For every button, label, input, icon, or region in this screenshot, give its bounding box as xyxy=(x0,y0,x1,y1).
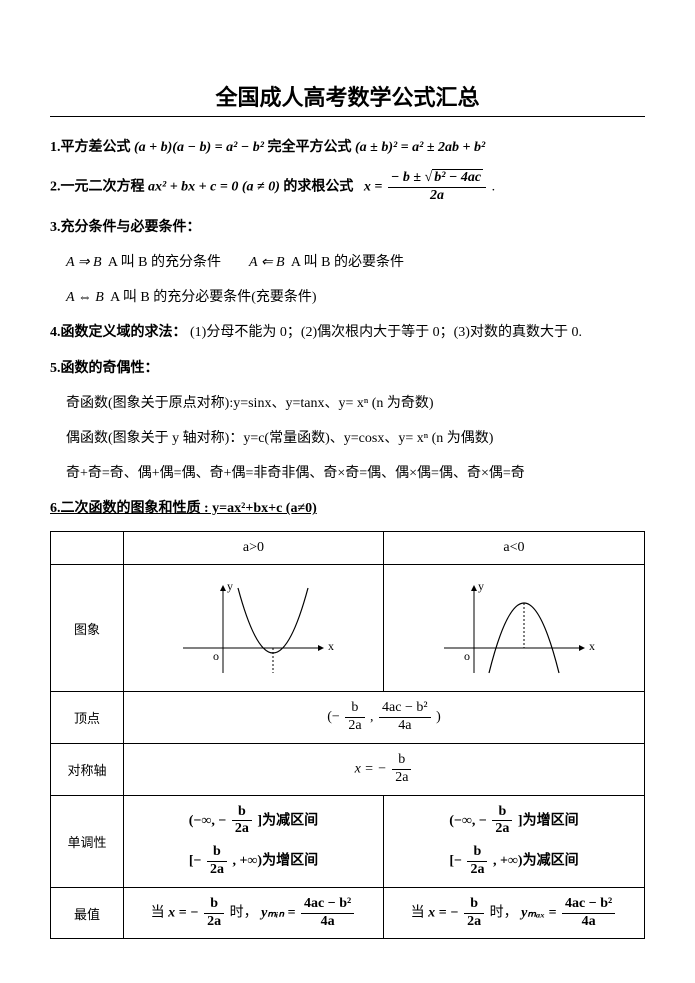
formula-2-dot: . xyxy=(492,180,496,195)
vertex-close: ) xyxy=(436,710,441,725)
formula-2-sqrt: b² − 4ac xyxy=(432,169,483,185)
item-4-title: 4.函数定义域的求法： xyxy=(50,325,187,340)
row-label-graph: 图象 xyxy=(51,565,124,692)
mono-pos-1b: ]为减区间 xyxy=(257,813,318,828)
impl-ab-txt: A 叫 B 的充分条件 xyxy=(108,255,221,270)
extr-pos: 当 x = − b2a 时， yₘᵢₙ = 4ac − b²4a xyxy=(124,887,384,939)
axis-y-label-2: y xyxy=(478,579,484,593)
axis-lhs: x = − xyxy=(355,762,387,777)
item-5-odd: 奇函数(图象关于原点对称):y=sinx、y=tanx、y= xⁿ (n 为奇数… xyxy=(50,391,645,416)
vertex-cell: (− b2a , 4ac − b²4a ) xyxy=(124,692,645,744)
axis-x-label: x xyxy=(328,639,334,653)
formula-1b: (a ± b)² = a² ± 2ab + b² xyxy=(355,140,485,155)
impl-ab: A ⇒ B xyxy=(66,255,102,270)
vertex-comma: , xyxy=(370,710,374,725)
extr-pos-when: 当 xyxy=(151,905,165,920)
extr-neg-when: 当 xyxy=(411,905,425,920)
parabola-down: x y o xyxy=(424,578,604,678)
row-label-mono: 单调性 xyxy=(51,795,124,887)
row-label-vertex: 顶点 xyxy=(51,692,124,744)
vertex-open: (− xyxy=(327,710,340,725)
label-1b: 完全平方公式 xyxy=(267,140,351,155)
item-2: 2.一元二次方程 ax² + bx + c = 0 (a ≠ 0) 的求根公式 … xyxy=(50,170,645,205)
axis-x-label-2: x xyxy=(589,639,595,653)
mono-neg-1a: (−∞, − xyxy=(449,813,487,828)
extr-neg-then: 时， xyxy=(490,905,518,920)
mono-neg-2b: , +∞)为减区间 xyxy=(493,854,579,869)
axis-y-label: y xyxy=(227,579,233,593)
formula-2-num: − b ± xyxy=(391,170,425,185)
formula-2-eq: ax² + bx + c = 0 (a ≠ 0) xyxy=(148,180,280,195)
mono-pos: (−∞, − b2a ]为减区间 [− b2a , +∞)为增区间 xyxy=(124,795,384,887)
item-3-line1: A ⇒ B A 叫 B 的充分条件 A ⇐ B A 叫 B 的必要条件 xyxy=(66,250,645,275)
mono-pos-2b: , +∞)为增区间 xyxy=(232,854,318,869)
formula-2-frac: − b ± √b² − 4ac 2a xyxy=(388,170,486,205)
item-4-txt: (1)分母不能为 0；(2)偶次根内大于等于 0；(3)对数的真数大于 0. xyxy=(190,325,582,340)
item-5-even: 偶函数(图象关于 y 轴对称)：y=c(常量函数)、y=cosx、y= xⁿ (… xyxy=(50,426,645,451)
origin-label: o xyxy=(213,649,219,663)
mono-neg: (−∞, − b2a ]为增区间 [− b2a , +∞)为减区间 xyxy=(383,795,644,887)
mono-pos-1a: (−∞, − xyxy=(189,813,227,828)
extr-pos-then: 时， xyxy=(230,905,258,920)
origin-label-2: o xyxy=(464,649,470,663)
table-row-axis: 对称轴 x = − b2a xyxy=(51,744,645,796)
parabola-up: x y o xyxy=(163,578,343,678)
impl-ba-txt: A 叫 B 的必要条件 xyxy=(291,255,404,270)
head-pos: a>0 xyxy=(124,532,384,565)
vertex-frac-x: b2a xyxy=(345,700,364,735)
table-row-extr: 最值 当 x = − b2a 时， yₘᵢₙ = 4ac − b²4a 当 x … xyxy=(51,887,645,939)
formula-2-x: x = xyxy=(364,180,382,195)
axis-cell: x = − b2a xyxy=(124,744,645,796)
mono-pos-2a: [− xyxy=(189,854,202,869)
table-row-head: a>0 a<0 xyxy=(51,532,645,565)
mono-neg-1b: ]为增区间 xyxy=(518,813,579,828)
divider xyxy=(50,116,645,117)
axis-frac: b2a xyxy=(392,752,411,787)
iff-ab-txt: A 叫 B 的充分必要条件(充要条件) xyxy=(110,290,317,305)
item-3-title: 3.充分条件与必要条件： xyxy=(50,215,645,240)
extr-neg: 当 x = − b2a 时， yₘₐₓ = 4ac − b²4a xyxy=(383,887,644,939)
label-1a: 1.平方差公式 xyxy=(50,140,131,155)
graph-pos: x y o xyxy=(124,565,384,692)
item-3-line2: A ⇔ B A 叫 B 的充分必要条件(充要条件) xyxy=(66,285,645,310)
label-2-mid: 的求根公式 xyxy=(283,180,353,195)
iff-ab: A ⇔ B xyxy=(66,290,104,305)
quadratic-table: a>0 a<0 图象 x y o x y xyxy=(50,531,645,939)
vertex-frac-y: 4ac − b²4a xyxy=(379,700,431,735)
graph-neg: x y o xyxy=(383,565,644,692)
row-label-axis: 对称轴 xyxy=(51,744,124,796)
table-row-graph: 图象 x y o x y o xyxy=(51,565,645,692)
item-4: 4.函数定义域的求法： (1)分母不能为 0；(2)偶次根内大于等于 0；(3)… xyxy=(50,320,645,345)
item-3-body: A ⇒ B A 叫 B 的充分条件 A ⇐ B A 叫 B 的必要条件 A ⇔ … xyxy=(50,250,645,310)
head-empty xyxy=(51,532,124,565)
table-row-mono: 单调性 (−∞, − b2a ]为减区间 [− b2a , +∞)为增区间 (−… xyxy=(51,795,645,887)
page-title: 全国成人高考数学公式汇总 xyxy=(50,80,645,112)
item-5-title: 5.函数的奇偶性： xyxy=(50,356,645,381)
item-6-title: 6.二次函数的图象和性质 : y=ax²+bx+c (a≠0) xyxy=(50,496,645,521)
formula-2-den: 2a xyxy=(388,188,486,205)
impl-ba: A ⇐ B xyxy=(249,255,285,270)
mono-neg-2a: [− xyxy=(449,854,462,869)
table-row-vertex: 顶点 (− b2a , 4ac − b²4a ) xyxy=(51,692,645,744)
item-1: 1.平方差公式 (a + b)(a − b) = a² − b² 完全平方公式 … xyxy=(50,135,645,160)
item-5-rule: 奇+奇=奇、偶+偶=偶、奇+偶=非奇非偶、奇×奇=偶、偶×偶=偶、奇×偶=奇 xyxy=(50,461,645,486)
formula-1a: (a + b)(a − b) = a² − b² xyxy=(134,140,264,155)
row-label-extr: 最值 xyxy=(51,887,124,939)
label-2: 2.一元二次方程 xyxy=(50,180,145,195)
head-neg: a<0 xyxy=(383,532,644,565)
